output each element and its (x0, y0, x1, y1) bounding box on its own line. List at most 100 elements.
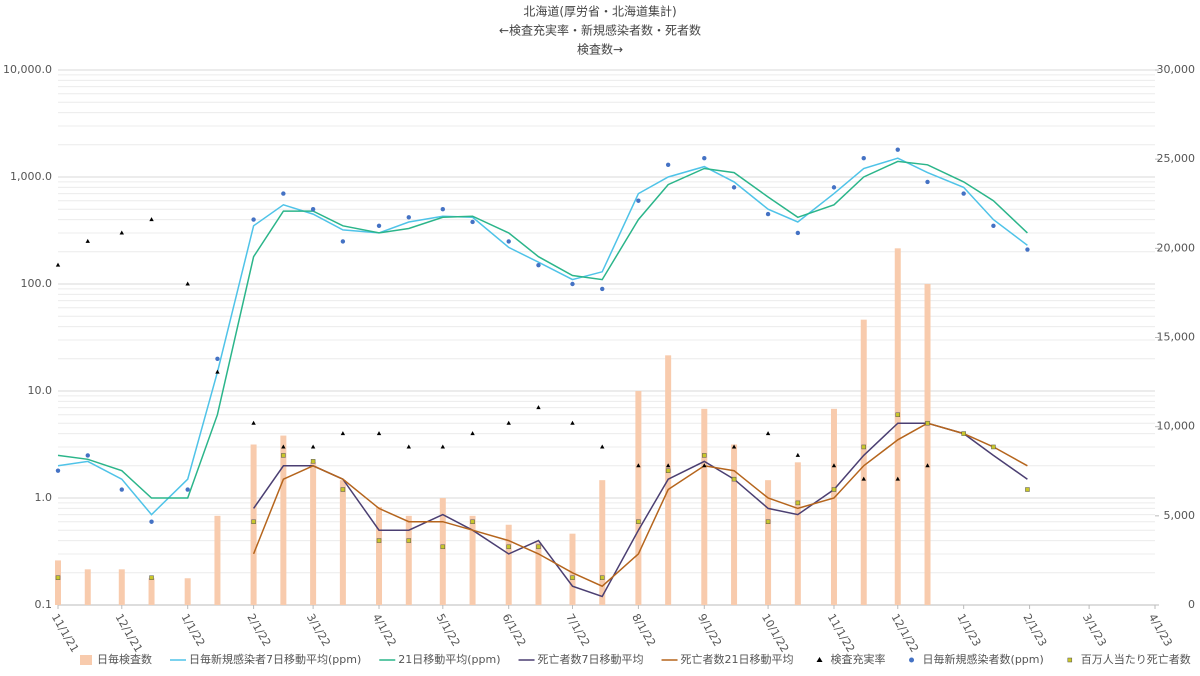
dot-point (119, 487, 124, 492)
dot-point (600, 286, 605, 292)
x-tick-label: 3/1/23 (1080, 612, 1109, 649)
square-point (406, 538, 412, 543)
square-point (1025, 487, 1030, 492)
dot-point (310, 207, 316, 212)
test-bar (310, 462, 317, 605)
test-bar (765, 480, 772, 605)
test-bar (280, 435, 287, 605)
dot-point (925, 179, 930, 185)
triangle-point (440, 444, 446, 449)
x-tick-label: 1/1/22 (178, 612, 207, 649)
dot-point (895, 147, 900, 152)
legend-label: 日毎検査数 (97, 652, 152, 666)
dot-point (215, 356, 220, 361)
square-point (731, 476, 737, 482)
test-bar (635, 391, 642, 605)
x-tick-label: 9/1/22 (695, 612, 724, 649)
triangle-point (570, 420, 575, 425)
triangle-point (119, 230, 124, 235)
dot-point (185, 487, 190, 492)
test-bar (894, 248, 901, 606)
test-bar (55, 560, 61, 605)
square-point (665, 468, 671, 473)
dot-point (440, 207, 446, 212)
dot-point (702, 155, 707, 161)
square-point (961, 431, 966, 436)
x-tick-label: 2/1/22 (244, 612, 273, 649)
legend-swatch (816, 657, 823, 662)
test-bar (794, 462, 801, 605)
triangle-point (470, 431, 475, 436)
test-bar (376, 506, 383, 605)
dot-point (281, 191, 286, 196)
dot-point (1025, 247, 1030, 252)
square-point (281, 453, 286, 458)
dot-point (991, 223, 996, 228)
legend-swatch (80, 655, 92, 665)
test-bar (250, 444, 257, 605)
square-point (570, 575, 575, 580)
dot-point (55, 468, 61, 473)
square-point (765, 519, 771, 524)
chart-subtitle: 検査数→ (577, 42, 623, 57)
legend-label: 死亡者数7日移動平均 (538, 652, 644, 666)
x-tick-label: 10/1/22 (759, 612, 791, 655)
square-point (536, 544, 541, 550)
y-tick-label: 1.0 (35, 491, 53, 504)
dot-point (376, 223, 382, 228)
triangle-point (895, 476, 900, 481)
triangle-point (251, 420, 256, 425)
square-point (861, 444, 866, 450)
legend-label: 日毎新規感染者数(ppm) (923, 652, 1044, 666)
triangle-point (636, 463, 641, 468)
test-bar (701, 408, 708, 605)
triangle-point (149, 217, 154, 222)
y2-tick-label: 10,000 (1157, 420, 1196, 433)
square-point (506, 544, 511, 550)
y2-tick-label: 5,000 (1164, 509, 1196, 522)
legend-label: 21日移動平均(ppm) (398, 652, 500, 666)
legend-label: 検査充実率 (831, 652, 886, 666)
triangle-point (376, 431, 382, 436)
triangle-point (406, 444, 411, 449)
square-point (636, 519, 641, 524)
legend-label: 日毎新規感染者7日移動平均(ppm) (189, 652, 361, 666)
test-bar (118, 569, 125, 605)
y-tick-label: 0.1 (35, 598, 53, 611)
dot-point (665, 162, 671, 168)
triangle-point (925, 463, 930, 468)
triangle-point (340, 431, 346, 436)
test-bar (731, 444, 738, 605)
dot-point (765, 211, 771, 217)
x-tick-label: 12/1/21 (113, 612, 145, 655)
square-point (149, 575, 154, 580)
square-point (251, 519, 256, 524)
dot-point (340, 239, 346, 244)
legend-label: 死亡者数21日移動平均 (681, 652, 794, 666)
test-bar (184, 578, 191, 605)
square-point (599, 575, 605, 580)
triangle-point (665, 463, 671, 468)
line (252, 422, 1028, 588)
test-bar (339, 480, 346, 605)
dot-point (85, 453, 90, 458)
triangle-point (795, 452, 801, 457)
chart-title: 北海道(厚労省・北海道集計) (523, 4, 676, 19)
x-tick-label: 3/1/22 (304, 612, 333, 649)
dot-point (636, 198, 641, 203)
y-tick-label: 10.0 (28, 384, 53, 397)
dot-point (406, 215, 411, 220)
dot-point (470, 219, 475, 225)
legend-swatch (1067, 657, 1073, 663)
x-tick-label: 12/1/22 (889, 612, 921, 655)
y2-tick-label: 0 (1188, 598, 1195, 611)
dot-point (570, 281, 575, 287)
dot-point (861, 155, 866, 161)
square-point (340, 487, 346, 492)
square-point (55, 575, 61, 580)
test-bar (505, 524, 512, 605)
line (57, 157, 1028, 516)
test-bar (924, 284, 931, 605)
legend-swatch (909, 657, 915, 663)
